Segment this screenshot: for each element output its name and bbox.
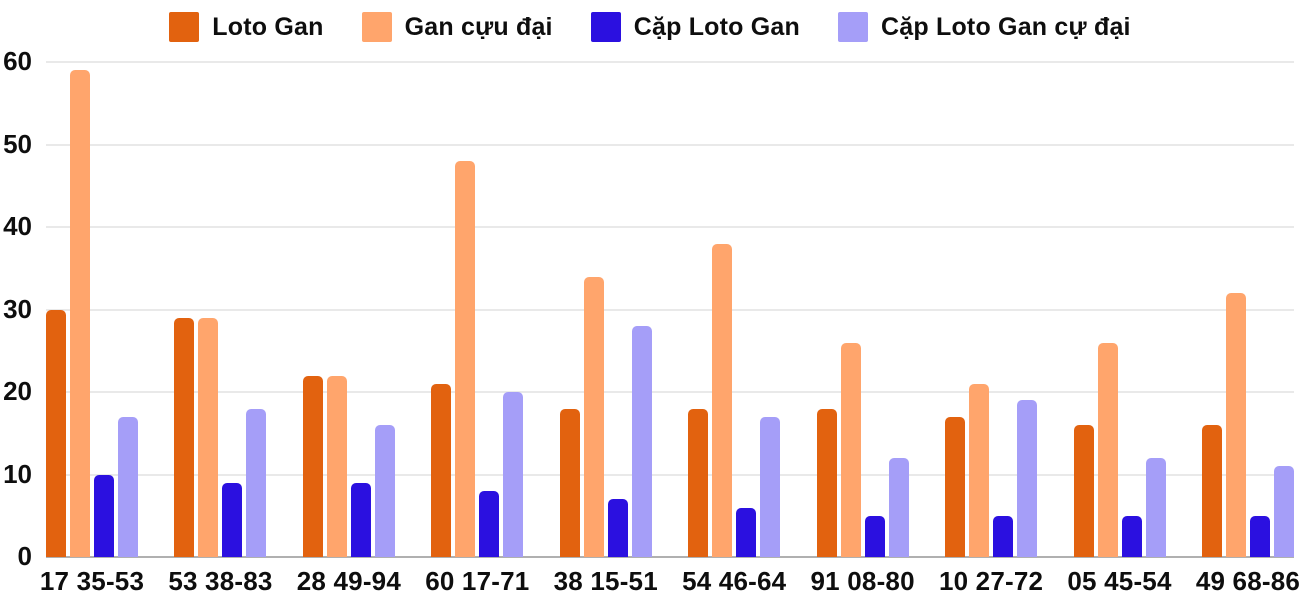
- bar-gan-cựu-đại: [583, 276, 604, 557]
- bar-group: [688, 62, 781, 557]
- bar-group: [816, 62, 909, 557]
- x-axis-category-label: 17 35-53: [39, 566, 145, 596]
- bar-group: [1201, 62, 1294, 557]
- bar-cặp-loto-gan-cự-đại: [503, 392, 524, 557]
- bar-loto-gan: [46, 309, 66, 557]
- bar-cặp-loto-gan: [864, 515, 885, 557]
- bar-cặp-loto-gan: [479, 491, 500, 557]
- legend-item[interactable]: Loto Gan: [169, 12, 323, 42]
- bar-cặp-loto-gan: [1249, 515, 1270, 557]
- gridline: [46, 308, 1294, 311]
- y-axis-tick-label: 0: [17, 540, 32, 571]
- bar-cặp-loto-gan-cự-đại: [1145, 458, 1166, 557]
- legend-swatch-icon: [361, 12, 392, 42]
- x-axis-category-label: 10 27-72: [938, 566, 1044, 596]
- x-axis-category-label: 60 17-71: [425, 566, 530, 596]
- bar-gan-cựu-đại: [840, 342, 861, 557]
- bar-gan-cựu-đại: [326, 375, 347, 557]
- bar-groups: [46, 62, 1294, 557]
- bar-loto-gan: [174, 317, 195, 557]
- gridline: [46, 391, 1294, 393]
- bar-group: [1073, 62, 1166, 557]
- x-axis-baseline: [46, 556, 1294, 558]
- bar-cặp-loto-gan: [993, 515, 1014, 557]
- plot-area: [46, 61, 1294, 558]
- x-axis-category-label: 28 49-94: [296, 566, 401, 596]
- gridline: [46, 143, 1294, 146]
- bar-loto-gan: [945, 416, 966, 557]
- bar-group: [174, 62, 267, 557]
- gridline: [46, 473, 1294, 476]
- bar-group: [302, 62, 395, 557]
- bar-gan-cựu-đại: [455, 161, 476, 557]
- bar-cặp-loto-gan: [222, 482, 243, 557]
- gridline: [46, 61, 1294, 63]
- bar-group: [46, 62, 138, 557]
- bar-gan-cựu-đại: [1097, 342, 1118, 557]
- bar-gan-cựu-đại: [712, 243, 733, 557]
- y-axis-tick-label: 50: [3, 128, 32, 159]
- bar-cặp-loto-gan-cự-đại: [631, 326, 652, 557]
- y-axis-tick-label: 20: [3, 375, 32, 406]
- legend-label: Gan cựu đại: [404, 12, 553, 41]
- x-axis-category-label: 91 08-80: [810, 566, 915, 596]
- x-axis-category-label: 05 45-54: [1067, 566, 1172, 596]
- bar-gan-cựu-đại: [969, 383, 990, 557]
- legend: Loto Gan Gan cựu đại Cặp Loto Gan Cặp Loto …: [0, 9, 1300, 45]
- bar-gan-cựu-đại: [1225, 293, 1246, 557]
- bar-loto-gan: [302, 375, 323, 557]
- bar-group: [431, 62, 524, 557]
- legend-label: Loto Gan: [212, 12, 324, 41]
- bar-cặp-loto-gan: [736, 507, 757, 557]
- bar-group: [945, 62, 1038, 557]
- bar-cặp-loto-gan-cự-đại: [888, 458, 909, 557]
- y-axis-tick-label: 40: [3, 210, 32, 241]
- bar-loto-gan: [1073, 425, 1094, 557]
- y-axis-tick-label: 10: [3, 458, 32, 489]
- legend-item[interactable]: Cặp Loto Gan: [590, 12, 800, 42]
- y-axis-tick-label: 30: [3, 293, 32, 324]
- bar-loto-gan: [559, 408, 580, 557]
- bar-loto-gan: [431, 383, 452, 557]
- x-axis-category-label: 54 46-64: [682, 566, 787, 596]
- x-axis-category-label: 49 68-86: [1195, 566, 1300, 596]
- legend-swatch-icon: [169, 12, 200, 42]
- bar-loto-gan: [1201, 425, 1222, 557]
- bar-cặp-loto-gan-cự-đại: [1017, 400, 1038, 557]
- bar-group: [559, 62, 652, 557]
- bar-cặp-loto-gan: [350, 482, 371, 557]
- bar-cặp-loto-gan-cự-đại: [760, 416, 781, 557]
- y-axis-tick-label: 60: [3, 45, 32, 76]
- legend-label: Cặp Loto Gan: [633, 12, 800, 41]
- x-axis: 17 35-53 53 38-83 28 49-94 60 17-71 38 15-51…: [39, 566, 1300, 597]
- bar-cặp-loto-gan-cự-đại: [246, 408, 267, 557]
- legend-swatch-icon: [838, 12, 868, 42]
- legend-item[interactable]: Gan cựu đại: [361, 12, 553, 42]
- bar-cặp-loto-gan-cự-đại: [1273, 466, 1294, 557]
- bar-cặp-loto-gan: [94, 474, 114, 557]
- bar-cặp-loto-gan: [1121, 515, 1142, 557]
- x-axis-category-label: 38 15-51: [553, 566, 658, 596]
- bar-loto-gan: [816, 408, 837, 557]
- legend-swatch-icon: [590, 12, 621, 42]
- bar-loto-gan: [688, 408, 709, 557]
- y-axis: 0 10 20 30 40 50 60: [0, 46, 32, 571]
- bar-cặp-loto-gan-cự-đại: [118, 416, 138, 557]
- legend-label: Cặp Loto Gan cự đại: [881, 12, 1131, 41]
- bar-gan-cựu-đại: [198, 317, 219, 557]
- bar-gan-cựu-đại: [70, 70, 90, 557]
- gridline: [46, 226, 1294, 228]
- bar-cặp-loto-gan: [607, 499, 628, 557]
- bar-cặp-loto-gan-cự-đại: [374, 425, 395, 557]
- x-axis-category-label: 53 38-83: [168, 566, 273, 596]
- legend-item[interactable]: Cặp Loto Gan cự đại: [838, 12, 1131, 42]
